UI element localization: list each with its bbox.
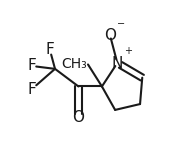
Text: F: F	[27, 58, 36, 73]
Text: +: +	[124, 46, 132, 56]
Text: N: N	[112, 56, 123, 70]
Text: CH₃: CH₃	[61, 57, 87, 71]
Text: −: −	[117, 19, 125, 29]
Text: F: F	[27, 82, 36, 97]
Text: O: O	[73, 111, 84, 126]
Text: F: F	[46, 42, 54, 57]
Text: O: O	[104, 28, 116, 43]
